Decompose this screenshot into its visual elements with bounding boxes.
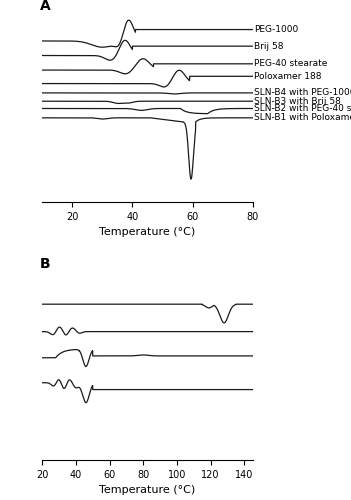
- X-axis label: Temperature (°C): Temperature (°C): [99, 486, 196, 496]
- X-axis label: Temperature (°C): Temperature (°C): [99, 228, 196, 237]
- Text: Poloxamer 188: Poloxamer 188: [254, 72, 322, 81]
- Text: SLN-B2 with PEG-40 stearate: SLN-B2 with PEG-40 stearate: [254, 104, 351, 113]
- Text: TCR-SLN-1: TCR-SLN-1: [0, 499, 1, 500]
- Text: B: B: [40, 257, 51, 271]
- Text: Coco glyceride: Coco glyceride: [0, 499, 1, 500]
- Text: PEG-40 stearate: PEG-40 stearate: [254, 60, 327, 68]
- Text: SLN-B4 with PEG-1000: SLN-B4 with PEG-1000: [254, 88, 351, 98]
- Text: Tacrolimus: Tacrolimus: [0, 499, 1, 500]
- Text: TCR-SLN-2: TCR-SLN-2: [0, 499, 1, 500]
- Text: SLN-B3 with Brij 58: SLN-B3 with Brij 58: [254, 96, 341, 106]
- Text: A: A: [40, 0, 51, 13]
- Text: SLN-B1 with Poloxamer 188: SLN-B1 with Poloxamer 188: [254, 114, 351, 122]
- Text: Brij 58: Brij 58: [254, 42, 284, 50]
- Text: PEG-1000: PEG-1000: [254, 25, 298, 34]
